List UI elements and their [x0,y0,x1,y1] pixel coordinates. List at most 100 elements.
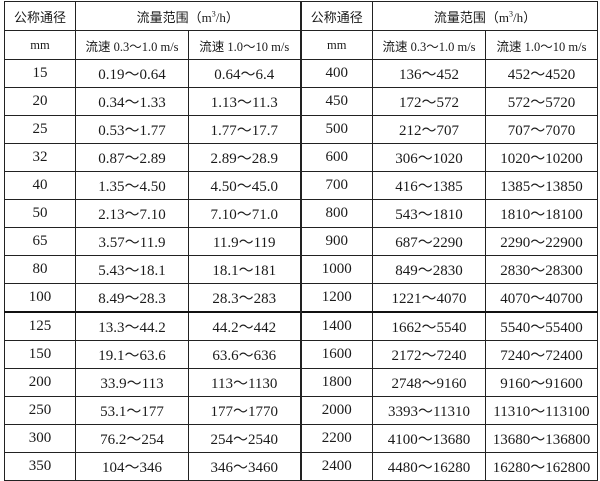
cell-flow-high: 2290～22900 [485,227,598,256]
header-dn-right: 公称通径 [299,1,373,31]
table-row: 50 2.13～7.10 7.10～71.0 800 543～1810 1810～1810… [4,199,598,228]
table-row: 200 33.9～113 113～1130 1800 2748～9160 9160～916… [4,368,598,397]
cell-flow-low: 0.87～2.89 [75,143,189,172]
speed-high-left: 流速 1.0～10 m/s [188,30,301,60]
cell-flow-low: 136～452 [372,59,486,88]
table-row: 32 0.87～2.89 2.89～28.9 600 306～1020 1020～1020… [4,143,598,172]
cell-flow-high: 0.64～6.4 [188,59,301,88]
cell-dn: 32 [4,143,76,172]
cell-flow-low: 8.49～28.3 [75,283,189,313]
subheader-row: mm 流速 0.3～1.0 m/s 流速 1.0～10 m/s mm 流速 0.… [4,30,598,60]
cell-flow-high: 1.13～11.3 [188,87,301,116]
table-row: 300 76.2～254 254～2540 2200 4100～13680 13680～1… [4,424,598,453]
cell-flow-high: 16280～162800 [485,452,598,481]
cell-dn: 1400 [299,311,373,341]
cell-dn: 300 [4,424,76,453]
cell-flow-high: 346～3460 [188,452,301,481]
flow-range-table: 公称通径 流量范围（m3/h） 公称通径 流量范围（m3/h） mm 流速 0.… [4,1,598,481]
cell-dn: 80 [4,255,76,284]
cell-flow-low: 306～1020 [372,143,486,172]
cell-dn: 40 [4,171,76,200]
cell-flow-low: 543～1810 [372,199,486,228]
cell-flow-low: 13.3～44.2 [75,311,189,341]
cell-flow-low: 76.2～254 [75,424,189,453]
cell-dn: 125 [4,311,76,341]
cell-flow-low: 19.1～63.6 [75,340,189,369]
cell-dn: 600 [299,143,373,172]
cell-flow-high: 44.2～442 [188,311,301,341]
cell-dn: 20 [4,87,76,116]
cell-dn: 350 [4,452,76,481]
cell-flow-high: 1.77～17.7 [188,115,301,144]
header-dn-left: 公称通径 [4,1,76,31]
unit-left: mm [4,30,76,60]
table-row: 20 0.34～1.33 1.13～11.3 450 172～572 572～5720 [4,87,598,116]
cell-flow-low: 33.9～113 [75,368,189,397]
cell-flow-low: 3.57～11.9 [75,227,189,256]
table-row: 80 5.43～18.1 18.1～181 1000 849～2830 2830～2830… [4,255,598,284]
cell-dn: 400 [299,59,373,88]
cell-flow-low: 172～572 [372,87,486,116]
table-row: 25 0.53～1.77 1.77～17.7 500 212～707 707～7070 [4,115,598,144]
cell-flow-high: 63.6～636 [188,340,301,369]
cell-flow-high: 7.10～71.0 [188,199,301,228]
cell-flow-low: 1.35～4.50 [75,171,189,200]
speed-low-left: 流速 0.3～1.0 m/s [75,30,189,60]
cell-flow-low: 1221～4070 [372,283,486,313]
header-flow-right: 流量范围（m3/h） [372,1,598,31]
cell-flow-high: 9160～91600 [485,368,598,397]
cell-dn: 500 [299,115,373,144]
table-row: 65 3.57～11.9 11.9～119 900 687～2290 2290～22900 [4,227,598,256]
cell-dn: 1000 [299,255,373,284]
cell-flow-low: 0.19～0.64 [75,59,189,88]
cell-flow-low: 3393～11310 [372,396,486,425]
cell-flow-high: 177～1770 [188,396,301,425]
cell-flow-low: 687～2290 [372,227,486,256]
cell-dn: 1800 [299,368,373,397]
cell-flow-low: 416～1385 [372,171,486,200]
cell-flow-low: 0.34～1.33 [75,87,189,116]
cell-flow-high: 4070～40700 [485,283,598,313]
cell-flow-low: 2748～9160 [372,368,486,397]
cell-flow-high: 707～7070 [485,115,598,144]
cell-flow-high: 1385～13850 [485,171,598,200]
table-row: 125 13.3～44.2 44.2～442 1400 1662～5540 5540～55… [4,311,598,341]
cell-dn: 150 [4,340,76,369]
table-row: 40 1.35～4.50 4.50～45.0 700 416～1385 1385～1385… [4,171,598,200]
cell-dn: 65 [4,227,76,256]
cell-dn: 25 [4,115,76,144]
cell-flow-high: 113～1130 [188,368,301,397]
cell-flow-low: 1662～5540 [372,311,486,341]
cell-flow-high: 13680～136800 [485,424,598,453]
cell-flow-high: 18.1～181 [188,255,301,284]
cell-flow-low: 4100～13680 [372,424,486,453]
table-row: 250 53.1～177 177～1770 2000 3393～11310 11310～1… [4,396,598,425]
table-row: 150 19.1～63.6 63.6～636 1600 2172～7240 7240～72… [4,340,598,369]
cell-dn: 450 [299,87,373,116]
cell-flow-low: 104～346 [75,452,189,481]
cell-dn: 100 [4,283,76,313]
cell-dn: 800 [299,199,373,228]
cell-dn: 2200 [299,424,373,453]
cell-flow-low: 2.13～7.10 [75,199,189,228]
cell-dn: 250 [4,396,76,425]
cell-flow-low: 0.53～1.77 [75,115,189,144]
cell-dn: 1600 [299,340,373,369]
cell-flow-high: 28.3～283 [188,283,301,313]
cell-dn: 700 [299,171,373,200]
cell-flow-high: 2830～28300 [485,255,598,284]
cell-dn: 15 [4,59,76,88]
cell-flow-low: 4480～16280 [372,452,486,481]
cell-flow-high: 1020～10200 [485,143,598,172]
cell-dn: 2400 [299,452,373,481]
cell-dn: 1200 [299,283,373,313]
cell-flow-high: 452～4520 [485,59,598,88]
cell-flow-high: 5540～55400 [485,311,598,341]
table-row: 15 0.19～0.64 0.64～6.4 400 136～452 452～4520 [4,59,598,88]
cell-dn: 900 [299,227,373,256]
cell-dn: 200 [4,368,76,397]
cell-flow-high: 254～2540 [188,424,301,453]
cell-flow-high: 572～5720 [485,87,598,116]
header-row: 公称通径 流量范围（m3/h） 公称通径 流量范围（m3/h） [4,1,598,31]
cell-flow-low: 5.43～18.1 [75,255,189,284]
